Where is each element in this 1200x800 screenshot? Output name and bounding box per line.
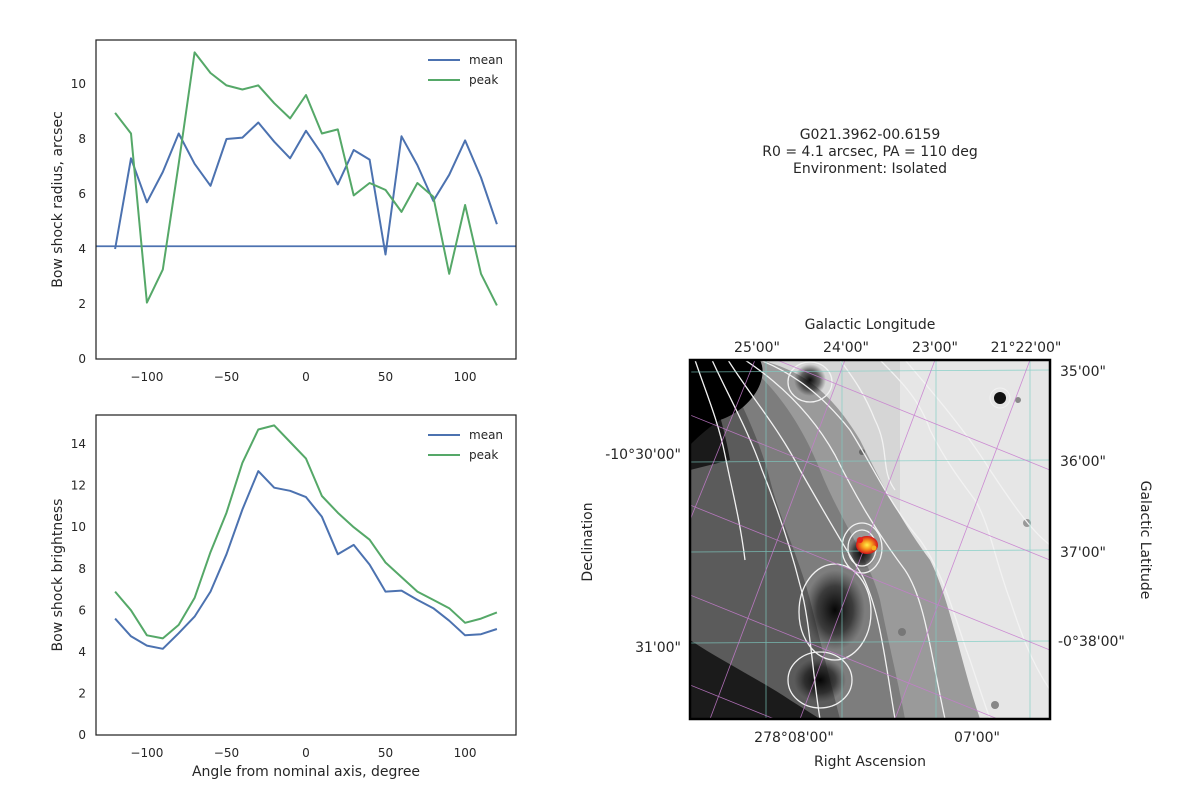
galactic-grid (690, 360, 1050, 719)
source-params: R0 = 4.1 arcsec, PA = 110 deg (762, 144, 978, 160)
sky-top-label: Galactic Longitude (805, 317, 936, 333)
brightness-plot: −100 −50 0 50 100 0 2 4 6 8 10 12 14 Bow shock brigh… (50, 414, 517, 780)
radius-xtick-label: 0 (302, 370, 310, 384)
brightness-plot-frame (95, 414, 517, 736)
brightness-ytick-label: 4 (78, 645, 86, 659)
radius-xtick-label: −50 (214, 370, 239, 384)
sky-right-tick: 36'00" (1060, 454, 1106, 470)
radius-ytick-label: 0 (78, 352, 86, 366)
radius-ytick-label: 4 (78, 242, 86, 256)
brightness-ytick-label: 10 (71, 520, 86, 534)
brightness-legend-peak-label: peak (469, 448, 498, 462)
sky-bottom-tick: 07'00" (954, 730, 1000, 746)
brightness-ytick-label: 8 (78, 562, 86, 576)
radius-series-peak (114, 51, 498, 306)
sky-image-frame (688, 358, 1052, 721)
sky-top-axis: Galactic Longitude 25'00" 24'00" 23'00" … (734, 317, 1061, 356)
brightness-series-peak (114, 424, 498, 640)
brightness-xtick-label: 100 (454, 746, 477, 760)
sky-top-tick: 25'00" (734, 340, 780, 356)
sky-top-tick: 21°22'00" (991, 340, 1062, 356)
sky-right-tick: -0°38'00" (1058, 634, 1125, 650)
sky-top-tick: 23'00" (912, 340, 958, 356)
brightness-xtick-label: 0 (302, 746, 310, 760)
sky-bottom-label: Right Ascension (814, 754, 926, 770)
sky-right-tick: 37'00" (1060, 545, 1106, 561)
radius-plot-frame (95, 39, 517, 360)
sky-left-label: Declination (580, 502, 596, 581)
brightness-xlabel: Angle from nominal axis, degree (192, 764, 420, 780)
brightness-xtick-label: −100 (130, 746, 163, 760)
radius-legend-peak-label: peak (469, 73, 498, 87)
brightness-xtick-label: −50 (214, 746, 239, 760)
brightness-ytick-label: 12 (71, 479, 86, 493)
sky-left-tick: -10°30'00" (605, 447, 681, 463)
radius-xtick-label: −100 (130, 370, 163, 384)
sky-top-tick: 24'00" (823, 340, 869, 356)
radius-series-mean (114, 121, 498, 256)
brightness-ytick-label: 0 (78, 728, 86, 742)
brightness-series-mean (114, 470, 498, 650)
radius-ylabel: Bow shock radius, arcsec (50, 111, 66, 288)
sky-right-label: Galactic Latitude (1137, 481, 1153, 600)
radius-legend-mean-label: mean (469, 53, 503, 67)
sky-bottom-tick: 278°08'00" (754, 730, 834, 746)
sky-left-tick: 31'00" (635, 640, 681, 656)
sky-image-panel: Galactic Longitude 25'00" 24'00" 23'00" … (580, 317, 1153, 770)
source-environment: Environment: Isolated (792, 161, 947, 177)
radius-xtick-label: 100 (454, 370, 477, 384)
radius-ytick-label: 10 (71, 77, 86, 91)
brightness-ytick-label: 2 (78, 686, 86, 700)
sky-bottom-axis: 278°08'00" 07'00" Right Ascension (754, 730, 1000, 770)
radius-xtick-label: 50 (378, 370, 393, 384)
radius-ytick-label: 6 (78, 187, 86, 201)
source-info: G021.3962-00.6159 R0 = 4.1 arcsec, PA = … (700, 127, 1040, 178)
brightness-legend: mean peak (428, 428, 503, 462)
bow-shock-source (856, 536, 878, 554)
radius-ytick-label: 2 (78, 297, 86, 311)
sky-image (690, 360, 1050, 719)
sky-right-axis: 35'00" 36'00" 37'00" -0°38'00" Galactic … (1058, 364, 1153, 650)
radius-legend: mean peak (428, 53, 503, 87)
brightness-legend-mean-label: mean (469, 428, 503, 442)
radius-ytick-label: 8 (78, 132, 86, 146)
brightness-xtick-label: 50 (378, 746, 393, 760)
brightness-ytick-label: 14 (71, 437, 86, 451)
brightness-ylabel: Bow shock brightness (50, 499, 66, 652)
sky-left-axis: -10°30'00" 31'00" Declination (580, 447, 681, 656)
radius-plot: −100 −50 0 50 100 0 2 4 6 8 10 Bow shock radius, a… (50, 39, 517, 384)
brightness-ytick-label: 6 (78, 603, 86, 617)
source-name: G021.3962-00.6159 (799, 127, 941, 143)
sky-right-tick: 35'00" (1060, 364, 1106, 380)
